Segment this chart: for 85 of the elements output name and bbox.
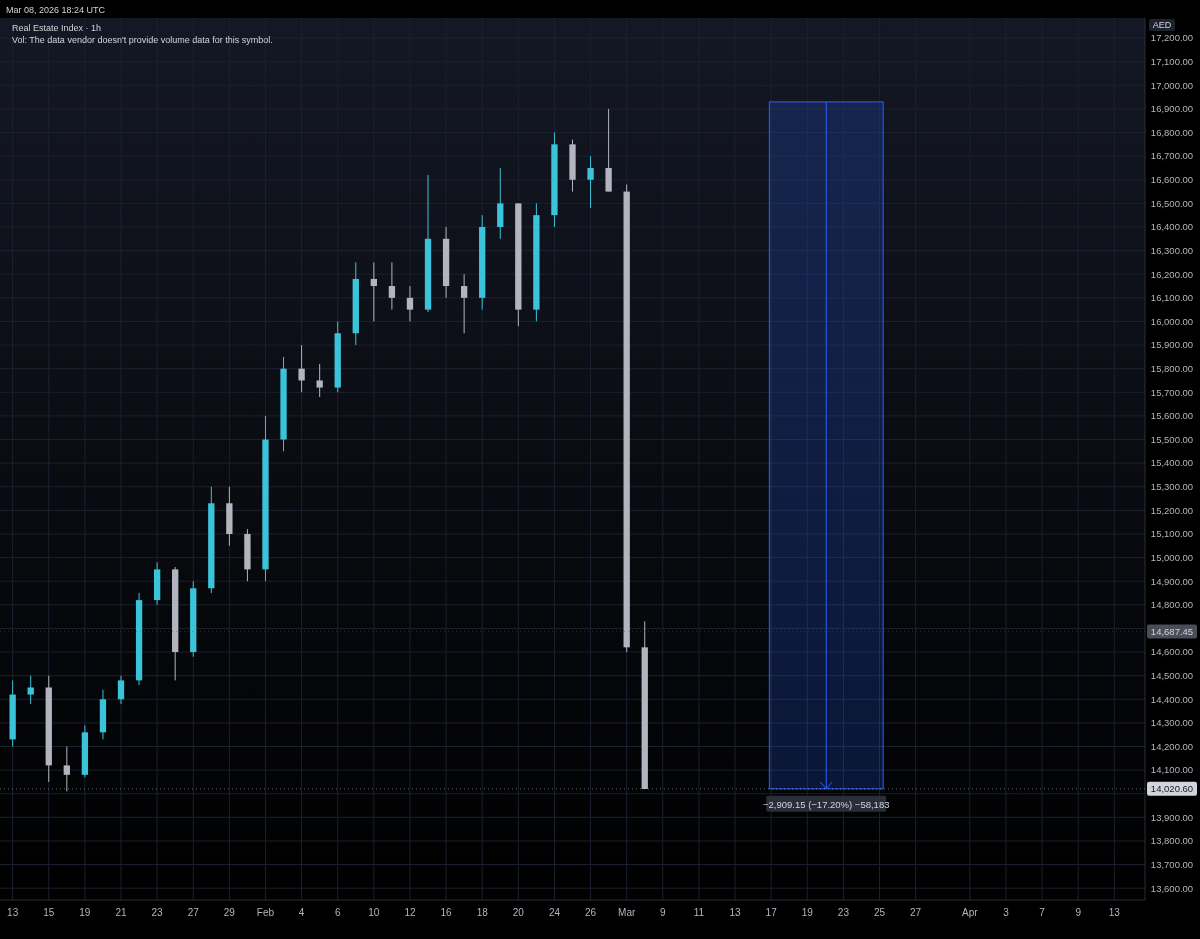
- x-tick-label: 23: [837, 907, 850, 918]
- y-tick-label: 16,700.00: [1150, 150, 1194, 162]
- x-tick-label: 15: [43, 907, 55, 918]
- y-tick-label: 17,100.00: [1150, 56, 1194, 68]
- y-tick-label: 13,700.00: [1150, 858, 1194, 870]
- y-tick-label: 15,700.00: [1150, 386, 1194, 398]
- candlestick: [587, 155, 594, 209]
- y-tick-label: 15,400.00: [1150, 457, 1194, 469]
- y-tick-label: 14,600.00: [1150, 646, 1194, 658]
- y-tick-label: 15,000.00: [1150, 551, 1194, 563]
- candlestick: [497, 167, 504, 240]
- x-tick-label: 10: [368, 907, 380, 918]
- ref-line-label: 14,020.60: [1150, 783, 1194, 795]
- y-tick-label: 15,100.00: [1150, 528, 1194, 540]
- text: Real Estate Index · 1h: [12, 23, 102, 33]
- y-tick-label: 14,200.00: [1150, 740, 1194, 752]
- x-tick-label: Mar: [618, 907, 636, 918]
- y-tick-label: 16,200.00: [1150, 268, 1194, 280]
- candlestick: [388, 261, 396, 311]
- y-tick-label: 17,000.00: [1150, 79, 1194, 91]
- text: Mar 08, 2026 18:24 UTC: [6, 5, 106, 15]
- y-tick-label: 16,600.00: [1150, 174, 1194, 186]
- x-tick-label: 17: [765, 907, 778, 918]
- candlestick: [460, 273, 468, 334]
- y-tick-label: 14,800.00: [1150, 599, 1194, 611]
- y-axis-title: AED: [1152, 20, 1172, 31]
- y-tick-label: 16,000.00: [1150, 315, 1194, 327]
- y-tick-label: 13,600.00: [1150, 882, 1194, 894]
- x-tick-label: 11: [693, 907, 705, 918]
- x-tick-label: 20: [512, 907, 525, 918]
- x-tick-label: 9: [660, 907, 667, 918]
- x-tick-label: 4: [298, 907, 305, 918]
- y-tick-label: 16,500.00: [1150, 197, 1194, 209]
- y-tick-label: 17,200.00: [1150, 32, 1194, 44]
- y-tick-label: 13,800.00: [1150, 835, 1194, 847]
- y-tick-label: 14,900.00: [1150, 575, 1194, 587]
- y-tick-label: 15,800.00: [1150, 363, 1194, 374]
- x-tick-label: 21: [115, 907, 127, 918]
- candlestick: [298, 344, 305, 393]
- x-tick-label: 7: [1039, 907, 1046, 918]
- y-tick-label: 16,100.00: [1150, 292, 1194, 304]
- y-tick-label: 15,200.00: [1150, 504, 1194, 516]
- x-tick-label: 26: [585, 907, 597, 918]
- x-tick-label: 9: [1075, 907, 1082, 918]
- y-tick-label: 14,500.00: [1150, 669, 1194, 681]
- x-tick-label: 25: [873, 907, 886, 918]
- x-tick-label: 24: [548, 907, 561, 918]
- x-tick-label: 29: [223, 907, 236, 918]
- y-tick-label: 16,900.00: [1150, 103, 1194, 115]
- y-tick-label: 14,100.00: [1150, 764, 1194, 776]
- y-tick-label: 14,300.00: [1150, 717, 1194, 729]
- x-tick-label: 27: [187, 907, 200, 918]
- ref-line-label: 14,687.45: [1150, 625, 1194, 637]
- x-tick-label: 19: [79, 907, 91, 918]
- y-tick-label: 16,800.00: [1150, 126, 1194, 138]
- text: Vol: The data vendor doesn't provide volume data for this symbol.: [12, 35, 273, 45]
- y-tick-label: 14,400.00: [1150, 693, 1194, 705]
- x-tick-label: Feb: [256, 907, 275, 918]
- candlestick: [370, 261, 377, 322]
- candlestick: [316, 363, 323, 398]
- x-tick-label: 16: [440, 907, 453, 918]
- candlestick: [605, 108, 612, 193]
- legend-label: −2,909.15 (−17.20%) −58,183: [762, 798, 890, 810]
- x-tick-label: 12: [404, 907, 416, 918]
- x-tick-label: 3: [1003, 907, 1010, 918]
- x-tick-label: Apr: [962, 907, 979, 918]
- y-tick-label: 16,400.00: [1150, 221, 1194, 233]
- x-tick-label: 27: [910, 907, 922, 918]
- x-tick-label: 13: [1108, 907, 1121, 918]
- candlestick: [406, 285, 414, 322]
- candlestick: [117, 675, 125, 705]
- x-tick-label: 13: [7, 907, 19, 918]
- y-tick-label: 15,900.00: [1150, 339, 1194, 351]
- x-tick-label: 19: [801, 907, 814, 918]
- candlestick: [63, 746, 70, 792]
- x-tick-label: 13: [729, 907, 742, 918]
- x-tick-label: 18: [476, 907, 489, 918]
- y-tick-label: 15,600.00: [1150, 410, 1194, 422]
- x-tick-label: 6: [334, 907, 341, 918]
- candlestick: [27, 675, 34, 705]
- y-tick-label: 16,300.00: [1150, 244, 1194, 256]
- y-tick-label: 15,300.00: [1150, 481, 1194, 493]
- x-tick-label: 23: [151, 907, 164, 918]
- y-tick-label: 15,500.00: [1150, 433, 1194, 445]
- y-tick-label: 13,900.00: [1150, 811, 1194, 823]
